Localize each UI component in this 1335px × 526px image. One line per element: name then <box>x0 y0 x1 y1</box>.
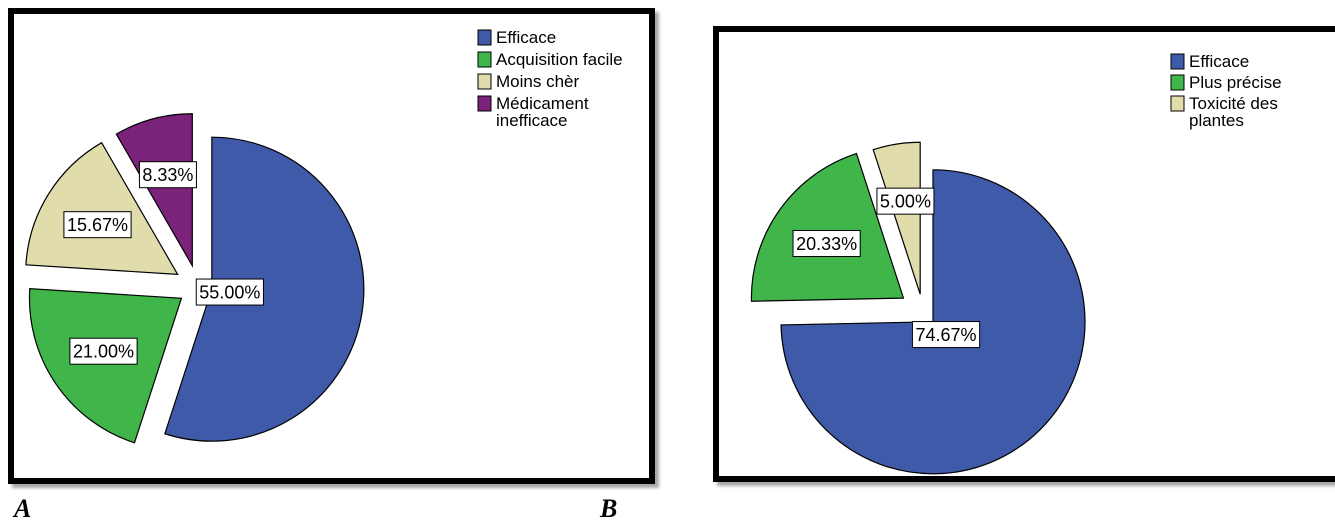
svg-text:Moins chèr: Moins chèr <box>496 72 579 91</box>
svg-text:20.33%: 20.33% <box>796 234 857 254</box>
pie-slice-toxicite-des-plantes <box>872 141 921 295</box>
svg-text:5.00%: 5.00% <box>880 192 931 212</box>
pie-slice-efficace <box>780 169 1086 475</box>
svg-text:15.67%: 15.67% <box>67 215 128 235</box>
pie-chart-a: 55.00% 21.00% 15.67% 8.33% Efficace Acquisiti… <box>25 28 623 444</box>
pie-slice-moins-cher <box>25 141 179 276</box>
data-label-moins-cher: 15.67% <box>63 211 132 239</box>
data-label-plus-precise: 20.33% <box>792 229 861 257</box>
legend-item-medicament-inefficace: Médicament inefficace <box>477 94 589 130</box>
panel-label-b: B <box>600 494 618 523</box>
legend: Efficace Acquisition facile Moins chèr Médi… <box>477 28 623 130</box>
legend: Efficace Plus précise Toxicité des plantes <box>1170 52 1282 130</box>
pie-slice-acquisition-facile <box>28 288 183 444</box>
chart-panel-b: 74.67% 20.33% 5.00% Efficace Plus précise Tox… <box>713 26 1335 482</box>
data-label-acquisition-facile: 21.00% <box>69 337 138 365</box>
pie-slice-plus-precise <box>750 152 905 302</box>
legend-item-plus-precise: Plus précise <box>1170 73 1282 92</box>
svg-text:21.00%: 21.00% <box>73 342 134 362</box>
panel-label-a: A <box>14 494 32 523</box>
pie-slice-efficace <box>164 136 365 442</box>
svg-text:55.00%: 55.00% <box>199 283 260 303</box>
legend-item-moins-cher: Moins chèr <box>477 72 579 91</box>
legend-item-acquisition-facile: Acquisition facile <box>477 50 623 69</box>
data-label-toxicite-des-plantes: 5.00% <box>876 187 935 215</box>
svg-text:Acquisition facile: Acquisition facile <box>496 50 623 69</box>
svg-text:Efficace: Efficace <box>1189 52 1249 71</box>
chart-panel-a: 55.00% 21.00% 15.67% 8.33% Efficace Acquisiti… <box>8 8 655 484</box>
svg-text:Efficace: Efficace <box>496 28 556 47</box>
svg-text:74.67%: 74.67% <box>916 325 977 345</box>
data-label-medicament-inefficace: 8.33% <box>138 161 197 189</box>
pie-slice-medicament-inefficace <box>115 113 193 268</box>
data-label-efficace: 55.00% <box>195 278 264 306</box>
legend-item-toxicite-des-plantes: Toxicité des plantes <box>1170 94 1278 130</box>
legend-item-efficace: Efficace <box>477 28 556 47</box>
svg-text:Plus précise: Plus précise <box>1189 73 1282 92</box>
svg-text:8.33%: 8.33% <box>142 165 193 185</box>
data-label-efficace: 74.67% <box>911 321 981 349</box>
legend-item-efficace: Efficace <box>1170 52 1249 71</box>
pie-chart-b: 74.67% 20.33% 5.00% Efficace Plus précise Tox… <box>750 52 1282 475</box>
